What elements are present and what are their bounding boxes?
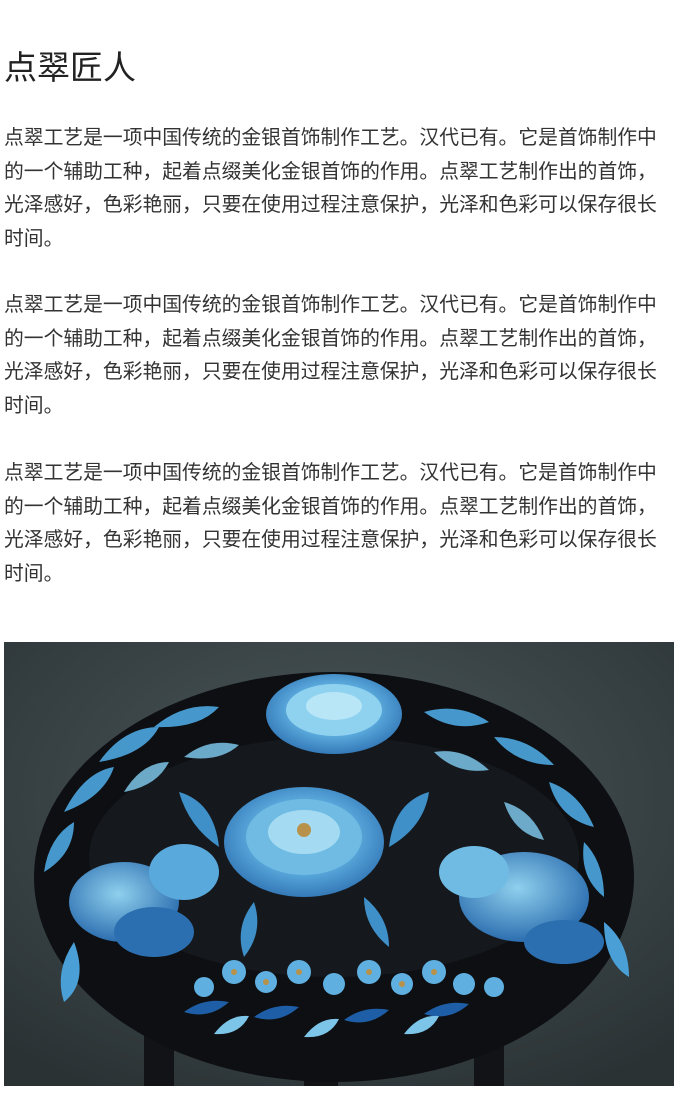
page-title: 点翠匠人 — [4, 48, 136, 87]
kingfisher-headdress-photo — [4, 642, 674, 1086]
top-peony — [266, 674, 402, 754]
article-paragraph: 点翠工艺是一项中国传统的金银首饰制作工艺。汉代已有。它是首饰制作中的一个辅助工种… — [4, 126, 657, 250]
article-paragraph: 点翠工艺是一项中国传统的金银首饰制作工艺。汉代已有。它是首饰制作中的一个辅助工种… — [4, 293, 657, 417]
article-paragraph: 点翠工艺是一项中国传统的金银首饰制作工艺。汉代已有。它是首饰制作中的一个辅助工种… — [4, 461, 657, 585]
headdress-illustration — [4, 642, 674, 1086]
